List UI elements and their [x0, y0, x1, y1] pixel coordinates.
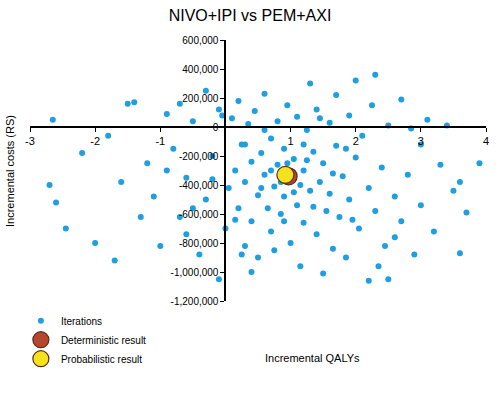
- svg-text:3: 3: [418, 135, 424, 147]
- svg-text:Incremental QALYs: Incremental QALYs: [265, 352, 360, 364]
- svg-text:-1: -1: [155, 135, 165, 147]
- svg-text:2: 2: [353, 135, 359, 147]
- svg-text:1: 1: [288, 135, 294, 147]
- svg-text:NIVO+IPI vs PEM+AXI: NIVO+IPI vs PEM+AXI: [169, 7, 332, 24]
- svg-text:600,000: 600,000: [182, 35, 219, 46]
- svg-text:200,000: 200,000: [182, 93, 219, 104]
- svg-text:Probabilistic result: Probabilistic result: [61, 354, 142, 365]
- svg-text:0: 0: [213, 122, 219, 133]
- svg-text:-2: -2: [90, 135, 100, 147]
- svg-text:-1,000,000: -1,000,000: [171, 267, 219, 278]
- svg-text:-600,000: -600,000: [179, 209, 219, 220]
- svg-text:-1,200,000: -1,200,000: [171, 296, 219, 307]
- svg-text:Deterministic result: Deterministic result: [61, 335, 146, 346]
- svg-text:Iterations: Iterations: [61, 316, 102, 327]
- svg-text:-400,000: -400,000: [179, 180, 219, 191]
- svg-text:-3: -3: [25, 135, 35, 147]
- svg-text:-800,000: -800,000: [179, 238, 219, 249]
- svg-text:Incremental costs (RS): Incremental costs (RS): [4, 115, 16, 227]
- svg-text:-200,000: -200,000: [179, 151, 219, 162]
- svg-text:4: 4: [483, 135, 489, 147]
- svg-text:400,000: 400,000: [182, 64, 219, 75]
